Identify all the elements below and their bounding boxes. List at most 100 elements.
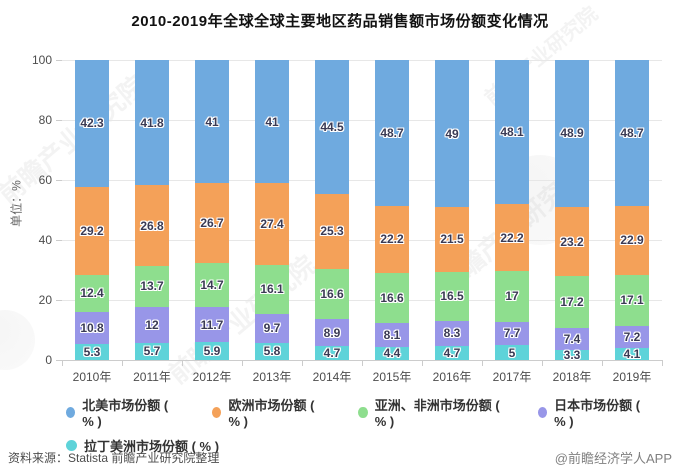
bar-value-label: 5: [508, 345, 516, 360]
x-tick-label: 2016年: [432, 370, 472, 384]
y-tick-mark: [56, 360, 62, 361]
legend-item[interactable]: 日本市场份额 ( % ): [537, 395, 646, 429]
bar-segment[interactable]: 17: [495, 270, 529, 322]
bar-2017年: 48.1 22.2 17 7.7 5: [495, 60, 529, 360]
y-tick-label: 60: [38, 173, 52, 187]
bar-segment[interactable]: 41.8: [135, 60, 169, 186]
bar-value-label: 48.1: [500, 125, 524, 140]
bar-segment[interactable]: 25.3: [315, 193, 349, 270]
bar-segment[interactable]: 48.7: [375, 60, 409, 207]
bar-segment[interactable]: 16.6: [315, 269, 349, 320]
x-tick-label: 2017年: [492, 370, 532, 384]
bar-segment[interactable]: 10.8: [75, 311, 109, 345]
bar-value-label: 25.3: [320, 224, 344, 239]
legend-item[interactable]: 欧洲市场份额 ( % ): [212, 395, 320, 429]
x-tick-label: 2010年: [72, 370, 112, 384]
legend-row: 北美市场份额 ( % ) 欧洲市场份额 ( % ) 亚洲、非洲市场份额 ( % ) 日…: [66, 395, 646, 429]
bar-value-label: 22.9: [620, 233, 644, 248]
bar-2010年: 42.3 29.2 12.4 10.8 5.3: [75, 60, 109, 360]
bar-segment[interactable]: 26.7: [195, 183, 229, 264]
legend-item[interactable]: 拉丁美洲市场份额 ( % ): [66, 436, 219, 455]
x-tick-mark: [482, 361, 483, 366]
bar-value-label: 5.8: [263, 344, 281, 359]
bar-segment[interactable]: 4.7: [435, 345, 469, 360]
bar-segment[interactable]: 17.2: [555, 276, 589, 328]
bar-segment[interactable]: 5.3: [75, 344, 109, 360]
y-tick-label: 0: [45, 353, 52, 367]
bar-segment[interactable]: 22.2: [375, 206, 409, 273]
bar-segment[interactable]: 5: [495, 345, 529, 360]
bar-value-label: 4.7: [443, 345, 461, 360]
bar-value-label: 22.2: [380, 232, 404, 247]
bar-segment[interactable]: 5.9: [195, 342, 229, 360]
bar-segment[interactable]: 7.7: [495, 321, 529, 345]
bar-value-label: 5.7: [143, 344, 161, 359]
bar-segment[interactable]: 22.2: [495, 204, 529, 271]
legend-label: 北美市场份额 ( % ): [82, 398, 169, 429]
bar-segment[interactable]: 7.2: [615, 326, 649, 348]
bar-segment[interactable]: 11.7: [195, 307, 229, 343]
legend-item[interactable]: 北美市场份额 ( % ): [66, 395, 174, 429]
legend: 北美市场份额 ( % ) 欧洲市场份额 ( % ) 亚洲、非洲市场份额 ( % ) 日…: [66, 395, 646, 455]
bar-value-label: 7.4: [563, 332, 581, 347]
bar-segment[interactable]: 49: [435, 60, 469, 208]
legend-label: 拉丁美洲市场份额 ( % ): [84, 439, 220, 454]
bar-value-label: 12: [145, 317, 159, 332]
bar-segment[interactable]: 12.4: [75, 274, 109, 312]
bar-segment[interactable]: 17.1: [615, 274, 649, 327]
bar-segment[interactable]: 14.7: [195, 263, 229, 308]
bar-segment[interactable]: 4.1: [615, 347, 649, 361]
bar-segment[interactable]: 16.5: [435, 271, 469, 322]
bar-value-label: 5.3: [83, 345, 101, 360]
bar-segment[interactable]: 26.8: [135, 185, 169, 266]
bar-segment[interactable]: 22.9: [615, 206, 649, 275]
bar-segment[interactable]: 4.7: [315, 345, 349, 360]
bar-value-label: 16.1: [260, 282, 284, 297]
bar-segment[interactable]: 44.5: [315, 60, 349, 194]
bar-segment[interactable]: 4.4: [375, 346, 409, 360]
bar-segment[interactable]: 48.7: [615, 60, 649, 207]
bar-segment[interactable]: 5.8: [255, 342, 289, 360]
x-axis-line: [62, 360, 663, 361]
bar-2016年: 49 21.5 16.5 8.3 4.7: [435, 60, 469, 360]
bar-2014年: 44.5 25.3 16.6 8.9 4.7: [315, 60, 349, 360]
bar-segment[interactable]: 16.6: [375, 272, 409, 323]
bar-segment[interactable]: 41: [255, 60, 289, 184]
bar-segment[interactable]: 41: [195, 60, 229, 184]
bar-segment[interactable]: 5.7: [135, 342, 169, 360]
bar-segment[interactable]: 7.4: [555, 327, 589, 351]
bar-value-label: 11.7: [200, 317, 224, 332]
bar-value-label: 7.2: [623, 329, 641, 344]
bar-segment[interactable]: 3.3: [555, 348, 589, 362]
legend-dot-icon: [66, 406, 76, 418]
bar-value-label: 17.1: [620, 293, 644, 308]
bar-segment[interactable]: 42.3: [75, 60, 109, 187]
legend-item[interactable]: 亚洲、非洲市场份额 ( % ): [358, 395, 500, 429]
x-tick-label: 2013年: [252, 370, 292, 384]
legend-dot-icon: [358, 406, 368, 418]
bar-value-label: 13.7: [140, 279, 164, 294]
legend-label: 欧洲市场份额 ( % ): [228, 398, 315, 429]
x-tick-mark: [302, 361, 303, 366]
bar-value-label: 44.5: [320, 119, 344, 134]
bar-segment[interactable]: 29.2: [75, 186, 109, 275]
bar-value-label: 12.4: [80, 286, 104, 301]
bar-segment[interactable]: 12: [135, 306, 169, 343]
x-tick-mark: [242, 361, 243, 366]
bar-value-label: 21.5: [440, 232, 464, 247]
x-tick-mark: [662, 361, 663, 366]
bar-segment[interactable]: 21.5: [435, 207, 469, 272]
bar-value-label: 29.2: [80, 223, 104, 238]
bar-segment[interactable]: 9.7: [255, 313, 289, 343]
bar-segment[interactable]: 27.4: [255, 183, 289, 266]
y-tick-label: 20: [38, 293, 52, 307]
bar-segment[interactable]: 16.1: [255, 265, 289, 314]
bar-segment[interactable]: 23.2: [555, 206, 589, 277]
bar-segment[interactable]: 8.9: [315, 319, 349, 346]
bar-segment[interactable]: 48.9: [555, 60, 589, 207]
bar-segment[interactable]: 48.1: [495, 60, 529, 205]
bar-segment[interactable]: 8.3: [435, 321, 469, 346]
bar-segment[interactable]: 13.7: [135, 265, 169, 307]
bar-segment[interactable]: 8.1: [375, 322, 409, 347]
